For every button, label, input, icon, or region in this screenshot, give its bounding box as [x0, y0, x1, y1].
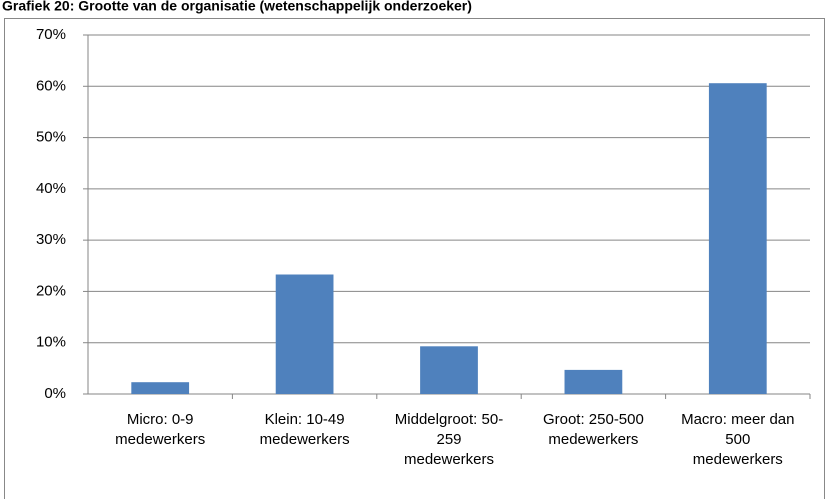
y-tick-label: 20% [36, 282, 66, 299]
chart-border [4, 18, 825, 499]
x-tick-label: Groot: 250-500 medewerkers [542, 411, 644, 448]
bar [131, 382, 190, 394]
x-tick-label: Macro: meer dan 500 medewerkers [681, 411, 795, 468]
x-tick-label: Micro: 0-9 medewerkers [115, 411, 206, 448]
y-tick-label: 50% [36, 129, 66, 146]
y-tick-label: 40% [36, 180, 66, 197]
y-tick-label: 30% [36, 231, 66, 248]
bar [420, 346, 478, 394]
bar [275, 274, 334, 394]
y-tick-label: 70% [36, 26, 66, 43]
chart-title: Grafiek 20: Grootte van de organisatie (… [2, 0, 472, 14]
x-tick-label: Middelgroot: 50-259 medewerkers [394, 411, 504, 468]
y-tick-label: 60% [36, 77, 66, 94]
x-tick-label: Klein: 10-49 medewerkers [259, 411, 350, 448]
bar [564, 369, 623, 394]
y-tick-label: 0% [44, 385, 66, 402]
y-tick-label: 10% [36, 334, 66, 351]
bar [708, 83, 767, 395]
